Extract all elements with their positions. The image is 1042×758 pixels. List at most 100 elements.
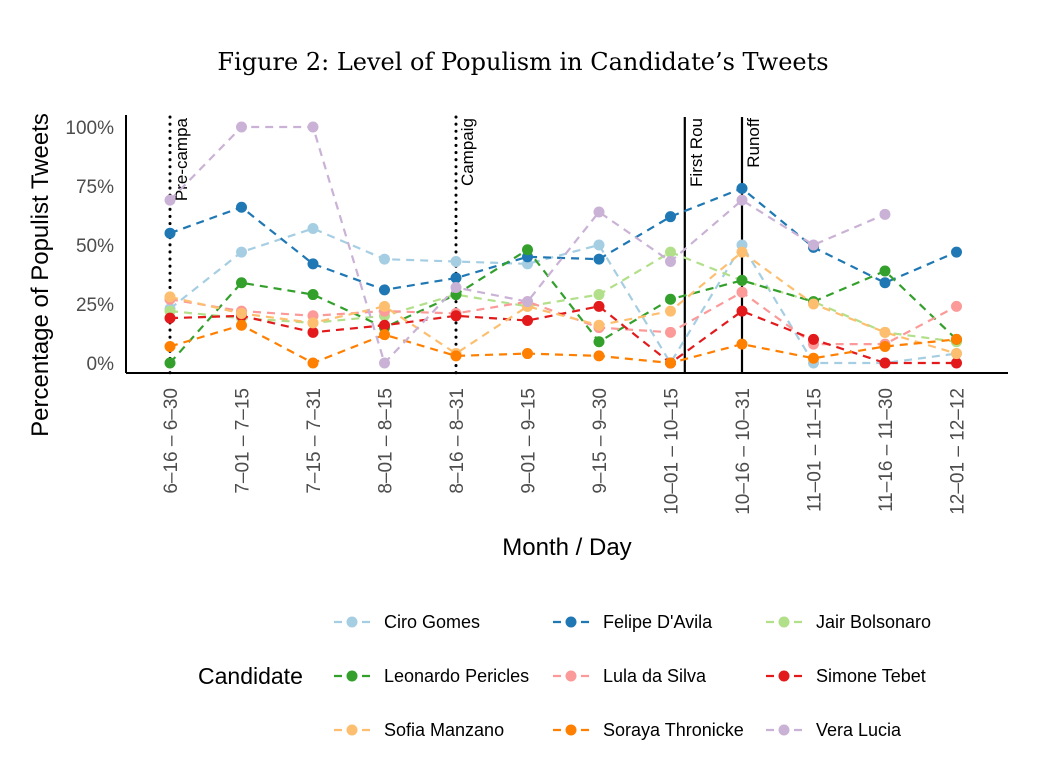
- data-point: [379, 357, 390, 369]
- data-point: [736, 182, 748, 194]
- x-tick-label: 11–01 – 11–15: [805, 388, 826, 512]
- data-point: [307, 289, 319, 301]
- x-tick-label: 10–16 – 10–31: [733, 388, 754, 515]
- data-point: [593, 350, 605, 362]
- legend-label: Jair Bolsonaro: [816, 612, 931, 632]
- legend-label: Leonardo Pericles: [384, 666, 529, 686]
- data-point: [379, 284, 390, 296]
- phase-label: First Rou: [687, 118, 706, 187]
- data-point: [379, 300, 390, 312]
- data-point: [808, 298, 819, 310]
- legend-key-point: [778, 616, 790, 628]
- data-point: [593, 289, 605, 301]
- data-point: [808, 333, 819, 345]
- legend-title: Candidate: [198, 663, 303, 689]
- data-point: [665, 293, 676, 305]
- data-point: [665, 211, 676, 223]
- legend-key-point: [778, 724, 790, 736]
- x-tick-label: 11–16 – 11–30: [876, 388, 897, 512]
- data-point: [522, 296, 533, 308]
- legend-key-point: [346, 616, 358, 628]
- x-axis-title: Month / Day: [502, 534, 631, 561]
- legend-label: Felipe D'Avila: [603, 612, 713, 632]
- data-point: [593, 300, 605, 312]
- data-point: [879, 208, 891, 220]
- data-point: [522, 348, 533, 360]
- x-tick-label: 8–16 – 8–31: [447, 388, 468, 494]
- phase-label: Runoff: [744, 118, 763, 168]
- data-point: [307, 258, 319, 270]
- legend-key-point: [346, 670, 358, 682]
- data-point: [307, 222, 319, 234]
- data-point: [593, 336, 605, 348]
- data-point: [593, 206, 605, 218]
- data-point: [879, 265, 891, 277]
- data-point: [164, 340, 176, 352]
- data-point: [951, 333, 962, 345]
- legend: Candidate Ciro Gomes Felipe D'Avila Jair B…: [198, 612, 931, 740]
- data-point: [236, 277, 247, 289]
- legend-label: Lula da Silva: [603, 666, 707, 686]
- data-point: [307, 317, 319, 329]
- legend-label: Sofia Manzano: [384, 720, 504, 740]
- data-point: [450, 272, 462, 284]
- data-point: [736, 338, 748, 350]
- data-point: [951, 348, 962, 360]
- x-tick-label: 6–16 – 6–30: [161, 388, 182, 494]
- data-point: [164, 357, 176, 369]
- x-tick-label: 7–15 – 7–31: [304, 388, 325, 494]
- data-point: [450, 281, 462, 293]
- series-line: [169, 324, 957, 365]
- data-point: [236, 201, 247, 213]
- data-point: [522, 315, 533, 327]
- y-tick-label: 50%: [76, 236, 114, 257]
- y-tick-label: 75%: [76, 177, 114, 198]
- data-point: [164, 194, 176, 206]
- data-point: [951, 357, 962, 369]
- legend-label: Vera Lucia: [816, 720, 902, 740]
- legend-label: Simone Tebet: [816, 666, 926, 686]
- data-point: [236, 319, 247, 331]
- x-tick-label: 8–01 – 8–15: [376, 388, 397, 494]
- y-tick-label: 0%: [87, 354, 115, 375]
- data-point: [450, 256, 462, 268]
- data-point: [236, 307, 247, 319]
- series-line: [169, 187, 957, 291]
- x-tick-label: 7–01 – 7–15: [233, 388, 254, 494]
- data-point: [665, 246, 676, 258]
- data-point: [879, 340, 891, 352]
- legend-key-point: [346, 724, 358, 736]
- data-point: [951, 300, 962, 312]
- x-tick-label: 9–01 – 9–15: [519, 388, 540, 494]
- data-point: [379, 329, 390, 341]
- data-point: [164, 227, 176, 239]
- legend-key-point: [565, 724, 577, 736]
- series-line: [169, 305, 957, 365]
- data-point: [879, 326, 891, 338]
- data-point: [236, 121, 247, 133]
- data-point: [450, 310, 462, 322]
- data-point: [736, 194, 748, 206]
- phase-label: Pre-campa: [172, 117, 191, 201]
- data-point: [307, 357, 319, 369]
- data-point: [665, 326, 676, 338]
- series-line: [169, 250, 957, 355]
- data-point: [164, 291, 176, 303]
- data-point: [665, 256, 676, 268]
- data-point: [736, 286, 748, 298]
- series-line: [169, 248, 958, 364]
- data-point: [736, 246, 748, 258]
- data-point: [879, 357, 891, 369]
- data-point: [665, 305, 676, 317]
- y-tick-label: 100%: [65, 118, 114, 139]
- phase-label: Campaig: [458, 118, 477, 186]
- x-tick-label: 10–01 – 10–15: [662, 388, 683, 515]
- data-point: [879, 277, 891, 289]
- legend-label: Soraya Thronicke: [603, 720, 744, 740]
- legend-label: Ciro Gomes: [384, 612, 480, 632]
- data-point: [736, 305, 748, 317]
- data-point: [307, 121, 319, 133]
- data-point: [665, 357, 676, 369]
- y-tick-label: 25%: [76, 295, 114, 316]
- data-point: [808, 352, 819, 364]
